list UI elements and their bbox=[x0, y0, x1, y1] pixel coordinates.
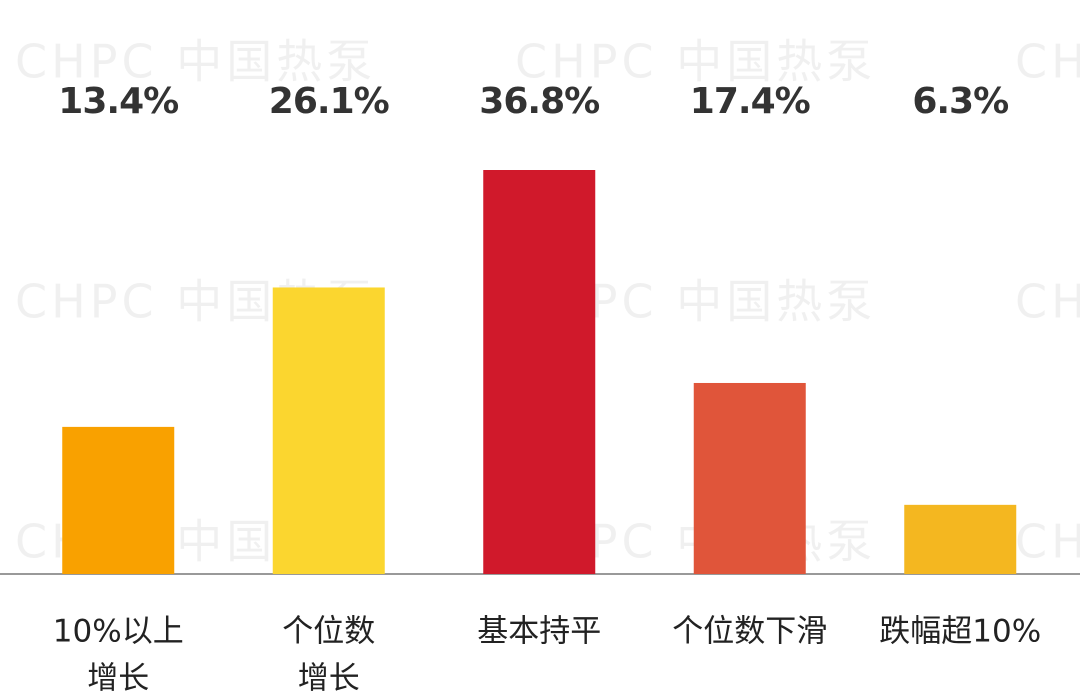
x-tick-label: 个位数下滑 bbox=[672, 614, 827, 650]
watermark: CHPC 中国热泵 bbox=[1015, 515, 1080, 569]
bar bbox=[693, 382, 806, 574]
x-tick-label: 跌幅超10% bbox=[879, 614, 1041, 650]
x-tick-label: 增长 bbox=[87, 661, 149, 697]
value-label: 26.1% bbox=[269, 81, 389, 122]
watermark: CHPC 中国热泵 bbox=[1015, 35, 1080, 89]
watermark: CHPC 中国热泵 bbox=[1015, 275, 1080, 329]
watermark: CHPC 中国热泵 bbox=[15, 35, 376, 89]
watermark: CHPC 中国热泵 bbox=[515, 35, 876, 89]
x-tick-label: 增长 bbox=[298, 661, 360, 697]
value-label: 13.4% bbox=[58, 81, 178, 122]
x-tick-label: 10%以上 bbox=[53, 614, 184, 650]
bar bbox=[62, 426, 175, 574]
bar bbox=[272, 287, 385, 574]
value-label: 17.4% bbox=[690, 81, 810, 122]
x-tick-label: 个位数 bbox=[282, 614, 375, 650]
bar bbox=[904, 504, 1017, 574]
value-label: 36.8% bbox=[479, 81, 599, 122]
value-label: 6.3% bbox=[912, 81, 1008, 122]
x-tick-label: 基本持平 bbox=[477, 614, 601, 650]
bar bbox=[483, 170, 596, 574]
